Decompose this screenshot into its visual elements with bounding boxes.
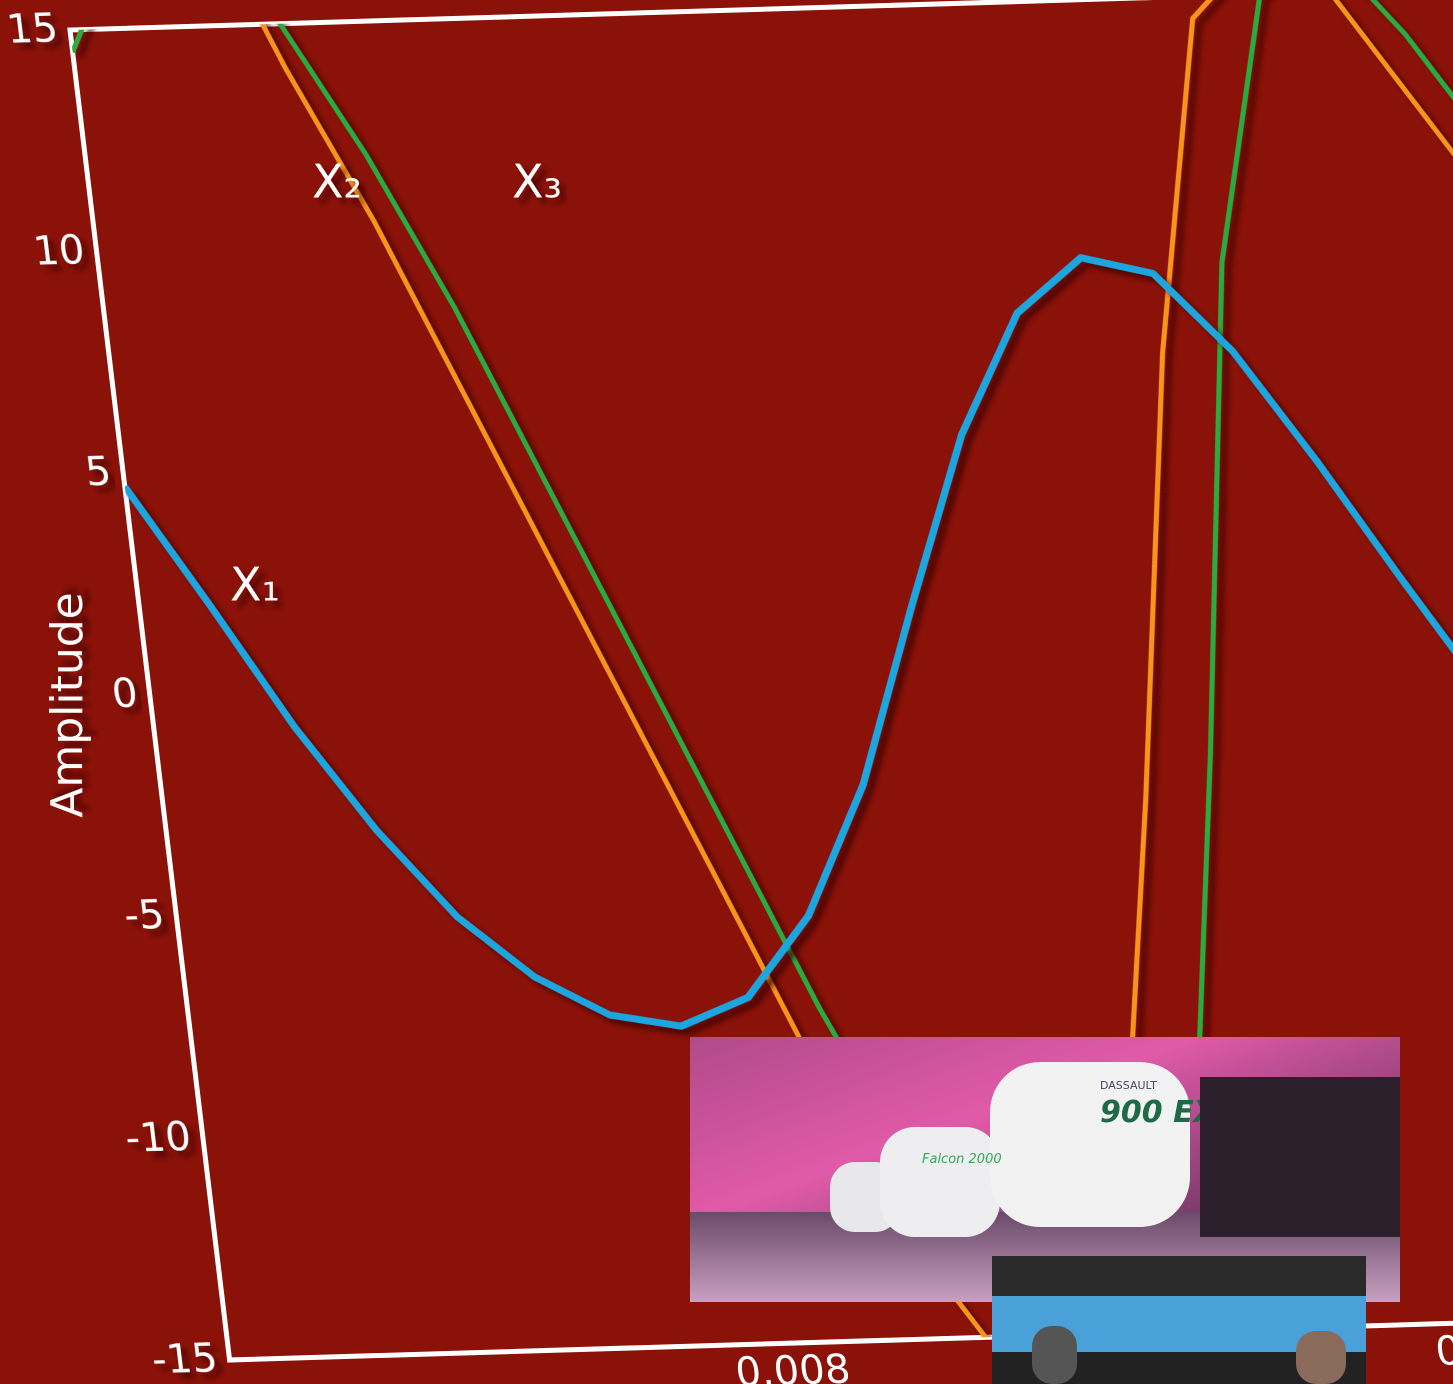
y-tick-label: 10 xyxy=(31,227,87,274)
y-tick-label: -15 xyxy=(149,1335,220,1383)
axes-frame xyxy=(67,0,1453,1363)
y-tick-label: 0 xyxy=(109,670,140,717)
photo-text: Falcon 2000 xyxy=(922,1152,1002,1167)
x-tick-label: 0.008 xyxy=(733,1347,853,1384)
panel xyxy=(992,1256,1366,1296)
series-line xyxy=(121,254,1453,1030)
y-tick-label: -10 xyxy=(123,1114,194,1162)
simulator xyxy=(880,1127,1000,1237)
y-tick-label: 15 xyxy=(4,5,60,52)
series-label: X₃ xyxy=(512,155,562,209)
pilot xyxy=(1032,1326,1077,1384)
y-tick-label: 5 xyxy=(83,449,114,496)
y-axis-label: Amplitude xyxy=(42,592,93,817)
y-tick-label: -5 xyxy=(122,892,167,939)
grid-line xyxy=(176,872,1453,919)
cockpit-photo xyxy=(992,1256,1366,1384)
series-label: X₁ xyxy=(230,558,280,612)
grid-line xyxy=(149,650,1453,697)
photo-text: DASSAULT xyxy=(1100,1079,1157,1092)
pilot xyxy=(1296,1331,1346,1384)
grid-line xyxy=(1328,0,1453,1323)
grid-line xyxy=(96,207,1453,254)
simulator xyxy=(990,1062,1190,1227)
x-tick-label: 0.018 xyxy=(1433,1326,1453,1375)
photo-text: 900 EX xyxy=(1100,1095,1217,1130)
grid-line xyxy=(122,429,1453,476)
series-label: X₂ xyxy=(312,155,362,209)
stairs xyxy=(1200,1077,1400,1237)
